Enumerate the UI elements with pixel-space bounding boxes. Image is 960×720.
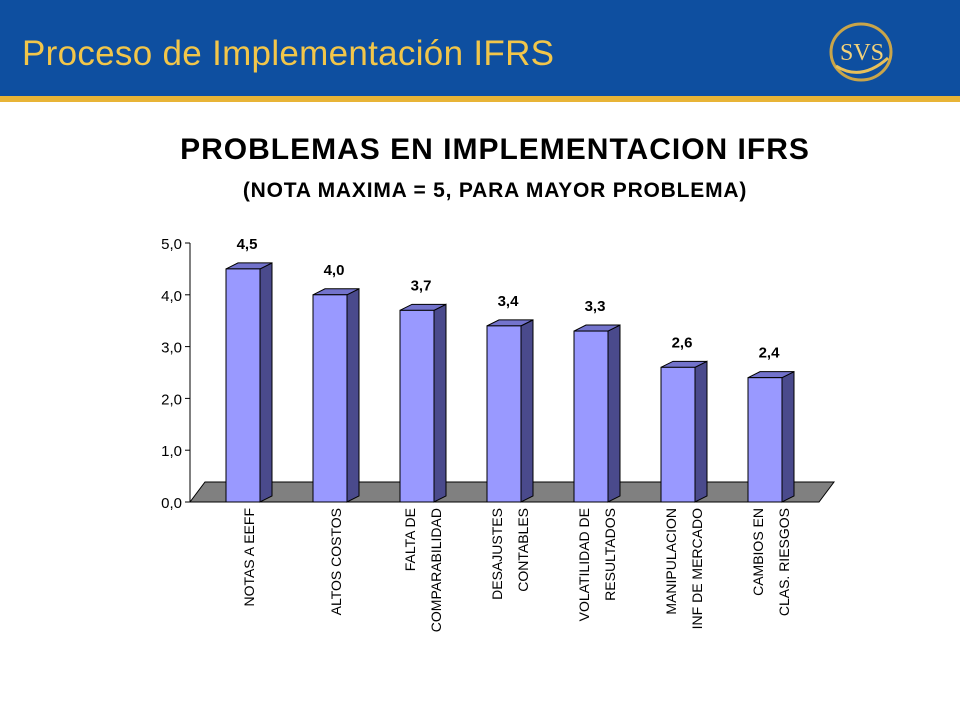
category-label: INF DE MERCADO — [689, 508, 705, 629]
data-label: 4,0 — [324, 262, 345, 279]
category-label: DESAJUSTES — [489, 508, 505, 600]
bar-side — [781, 370, 795, 503]
bar — [747, 377, 783, 503]
data-label: 3,3 — [585, 298, 606, 315]
chart-subtitle: (NOTA MAXIMA = 5, PARA MAYOR PROBLEMA) — [242, 179, 748, 202]
category-label: NOTAS A EEFF — [241, 508, 257, 607]
slide-header — [0, 0, 960, 96]
y-tick-label: 2,0 — [161, 391, 182, 408]
bar-side — [259, 262, 273, 503]
bar-side — [433, 303, 447, 503]
bar-side — [694, 360, 708, 503]
bar-side — [520, 319, 534, 503]
bar — [486, 325, 522, 503]
y-tick-label: 3,0 — [161, 340, 182, 357]
category-label: CONTABLES — [515, 508, 531, 592]
svs-logo: SVS — [829, 22, 893, 82]
bar-side — [607, 324, 621, 503]
bar — [660, 366, 696, 503]
header-stripe — [0, 96, 960, 102]
data-label: 2,4 — [759, 345, 781, 362]
logo-ring — [829, 22, 893, 82]
data-label: 2,6 — [672, 334, 693, 351]
category-label: COMPARABILIDAD — [428, 508, 444, 632]
data-label: 3,7 — [411, 277, 432, 294]
category-label: VOLATILIDAD DE — [576, 508, 592, 621]
y-tick-label: 4,0 — [161, 288, 182, 305]
category-label: RESULTADOS — [602, 508, 618, 601]
bar-side — [346, 287, 360, 503]
logo-swoosh — [835, 56, 889, 74]
slide-title: Proceso de Implementación IFRS — [22, 34, 555, 73]
y-tick-label: 0,0 — [161, 495, 182, 512]
y-tick-label: 5,0 — [161, 236, 182, 253]
chart-title: PROBLEMAS EN IMPLEMENTACION IFRS — [180, 133, 810, 166]
category-label: CLAS. RIESGOS — [776, 508, 792, 616]
data-label: 4,5 — [237, 236, 258, 253]
category-label: FALTA DE — [402, 508, 418, 571]
y-tick-label: 1,0 — [161, 443, 182, 460]
bar — [312, 294, 348, 503]
category-label: MANIPULACION — [663, 508, 679, 615]
category-label: CAMBIOS EN — [750, 508, 766, 596]
bar — [573, 330, 609, 503]
category-label: ALTOS COSTOS — [328, 508, 344, 615]
bar — [399, 309, 435, 503]
logo-text: SVS — [840, 40, 884, 66]
data-label: 3,4 — [498, 293, 520, 310]
bar — [225, 268, 261, 503]
